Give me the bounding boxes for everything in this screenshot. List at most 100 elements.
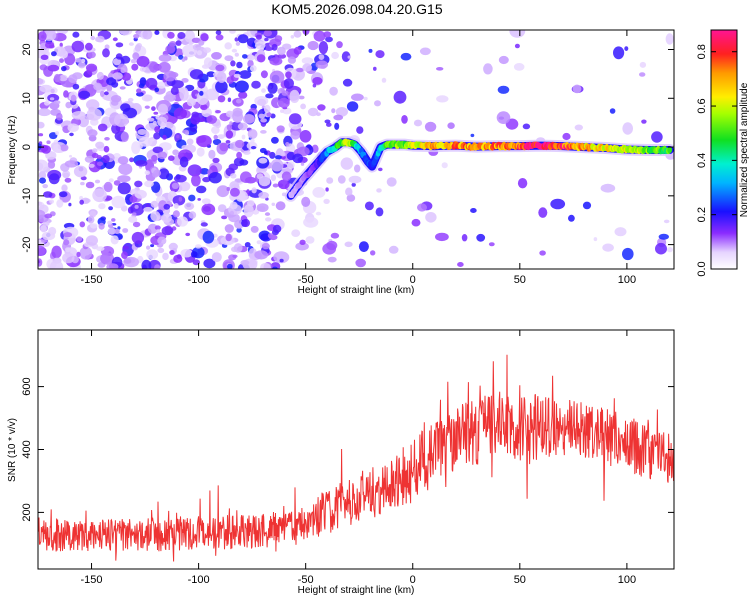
spectrogram-noise-cell [177, 32, 186, 39]
spectrogram-noise-cell [293, 46, 302, 55]
spectrogram-noise-cell [509, 30, 526, 38]
spectrogram-noise-cell [181, 78, 189, 83]
spectrogram-noise-cell [51, 51, 57, 57]
spectrogram-noise-cell [234, 80, 249, 93]
spectrogram-noise-cell [215, 80, 228, 94]
spectrogram-noise-cell [269, 70, 285, 84]
spectrogram-noise-cell [189, 69, 204, 80]
spectrogram-noise-cell [47, 64, 60, 72]
colorbar-gradient [710, 29, 738, 270]
spectrogram-noise-cell [102, 48, 110, 58]
snr-x-axis: -150 -100 -50 0 50 100 [81, 330, 636, 586]
spectrogram-noise-cell [100, 90, 105, 97]
spectrogram-noise-cell [49, 132, 58, 140]
spectrogram-noise-cell [157, 116, 168, 127]
spectrogram-noise-cell [144, 180, 154, 188]
spectrogram-y-tick-label: -10 [21, 188, 33, 204]
spectrogram-noise-cell [235, 139, 245, 149]
spectrogram-noise-cell [639, 72, 646, 77]
spectrogram-noise-cell [119, 86, 126, 90]
spectrogram-noise-cell [200, 104, 208, 111]
snr-y-tick-label: 200 [21, 503, 33, 521]
spectrogram-noise-cell [242, 218, 250, 228]
spectrogram-noise-cell [92, 148, 98, 153]
spectrogram-noise-cell [441, 162, 448, 169]
spectrogram-noise-cell [196, 185, 207, 194]
spectrogram-noise-cell [71, 111, 86, 120]
spectrogram-noise-cell [514, 43, 520, 49]
spectrogram-x-tick-label: 0 [410, 274, 416, 286]
spectrogram-noise-cell [263, 150, 268, 155]
spectrogram-noise-cell [562, 132, 571, 141]
spectrogram-noise-cell [69, 132, 74, 137]
spectrogram-noise-cell [658, 233, 669, 240]
chart-title: KOM5.2026.098.04.20.G15 [271, 1, 442, 17]
spectrogram-noise-cell [203, 47, 212, 53]
spectrogram-noise-cell [331, 51, 339, 60]
spectrogram-noise-cell [178, 54, 184, 60]
spectrogram-noise-cell [117, 175, 131, 183]
spectrogram-noise-cell [225, 140, 231, 144]
spectrogram-noise-cell [231, 48, 238, 53]
spectrogram-noise-cell [254, 250, 269, 260]
spectrogram-noise-cell [264, 37, 269, 42]
spectrogram-noise-cell [330, 232, 340, 239]
spectrogram-noise-cell [211, 252, 222, 263]
spectrogram-noise-cell [247, 129, 258, 139]
spectrogram-noise-cell [334, 122, 340, 130]
spectrogram-noise-cell [346, 101, 359, 112]
spectrogram-noise-cell [59, 74, 68, 82]
spectrogram-noise-cell [260, 262, 271, 269]
spectrogram-noise-cell [217, 134, 225, 140]
spectrogram-noise-cell [122, 228, 129, 233]
spectrogram-noise-cell [436, 95, 449, 103]
spectrogram-noise-cell [128, 42, 134, 46]
spectrogram-noise-cell [281, 151, 286, 157]
spectrogram-noise-cell [158, 61, 171, 73]
spectrogram-noise-cell [242, 54, 248, 59]
spectrogram-noise-cell [256, 54, 266, 63]
spectrogram-noise-cell [312, 187, 326, 198]
spectrogram-ridge-cell [667, 146, 673, 154]
spectrogram-noise-cell [342, 78, 353, 87]
spectrogram-noise-cell [315, 211, 322, 216]
spectrogram-noise-cell [303, 216, 319, 228]
spectrogram-noise-cell [136, 88, 142, 94]
spectrogram-noise-cell [40, 54, 49, 60]
spectrogram-noise-cell [103, 181, 113, 193]
spectrogram-noise-cell [255, 34, 262, 40]
spectrogram-noise-cell [300, 103, 306, 110]
spectrogram-noise-cell [290, 130, 301, 140]
spectrogram-noise-cell [90, 35, 96, 41]
spectrogram-noise-cell [157, 247, 165, 254]
spectrogram-noise-cell [221, 215, 228, 220]
spectrogram-noise-cell [190, 251, 198, 258]
spectrogram-noise-cell [157, 103, 168, 115]
spectrogram-noise-cell [136, 56, 150, 67]
spectrogram-noise-cell [93, 82, 102, 91]
colorbar-label: Normalized spectral amplitude [739, 82, 750, 217]
colorbar-tick-label: 0.4 [696, 153, 708, 168]
spectrogram-noise-cell [213, 134, 218, 140]
spectrogram-noise-cell [300, 162, 305, 166]
spectrogram-x-tick-label: -50 [298, 274, 314, 286]
spectrogram-noise-cell [187, 164, 202, 177]
spectrogram-noise-cell [196, 135, 212, 148]
spectrogram-noise-cell [38, 170, 47, 180]
spectrogram-noise-cell [296, 146, 310, 157]
spectrogram-noise-cell [56, 199, 64, 208]
spectrogram-noise-cell [574, 124, 583, 131]
spectrogram-noise-cell [113, 180, 121, 186]
spectrogram-noise-cell [329, 86, 338, 96]
spectrogram-noise-cell [336, 41, 343, 49]
spectrogram-noise-cell [63, 90, 69, 98]
spectrogram-noise-cell [358, 241, 369, 253]
spectrogram-noise-cell [272, 224, 282, 233]
spectrogram-noise-cell [96, 71, 104, 80]
spectrogram-noise-cell [64, 160, 79, 168]
spectrogram-noise-cell [44, 213, 53, 219]
spectrogram-noise-cell [90, 223, 98, 229]
spectrogram-noise-cell [211, 52, 222, 60]
spectrogram-noise-cell [39, 177, 46, 184]
snr-x-tick-label: -50 [298, 574, 314, 586]
